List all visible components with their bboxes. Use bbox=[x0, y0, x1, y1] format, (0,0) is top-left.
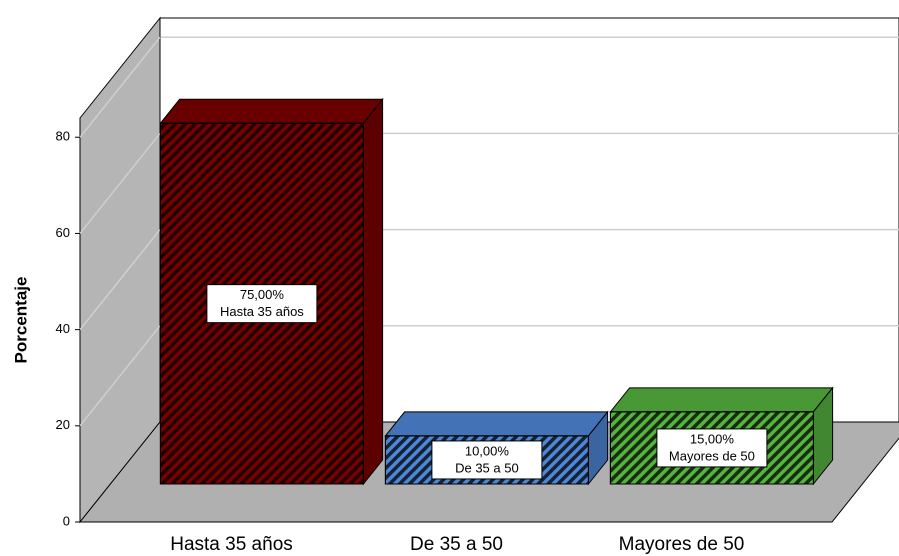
data-label: 15,00% bbox=[690, 431, 735, 446]
y-tick-label: 60 bbox=[56, 225, 70, 240]
data-label-category: Hasta 35 años bbox=[220, 304, 304, 319]
grid-line bbox=[79, 36, 161, 138]
grid-line bbox=[79, 325, 161, 427]
y-tick-label: 20 bbox=[56, 417, 70, 432]
y-tick-label: 40 bbox=[56, 321, 70, 336]
x-tick-label: Mayores de 50 bbox=[619, 534, 745, 555]
data-label-box bbox=[206, 284, 318, 324]
bar-top bbox=[159, 98, 384, 124]
data-label-box bbox=[656, 428, 768, 468]
bar-top bbox=[384, 411, 609, 437]
y-tick-label: 80 bbox=[56, 129, 70, 144]
data-label-box bbox=[431, 440, 543, 480]
y-tick-label: 0 bbox=[63, 513, 70, 528]
data-label-category: Mayores de 50 bbox=[669, 448, 755, 463]
x-tick-label: De 35 a 50 bbox=[410, 534, 503, 555]
x-tick-label: Hasta 35 años bbox=[170, 534, 293, 555]
bar-side bbox=[362, 97, 384, 486]
data-label-category: De 35 a 50 bbox=[455, 460, 519, 475]
data-label: 75,00% bbox=[240, 287, 285, 302]
bar-top bbox=[609, 387, 834, 413]
grid-line bbox=[79, 229, 161, 331]
grid-line bbox=[79, 132, 161, 234]
y-axis-label: Porcentaje bbox=[11, 277, 30, 364]
data-label: 10,00% bbox=[465, 443, 510, 458]
